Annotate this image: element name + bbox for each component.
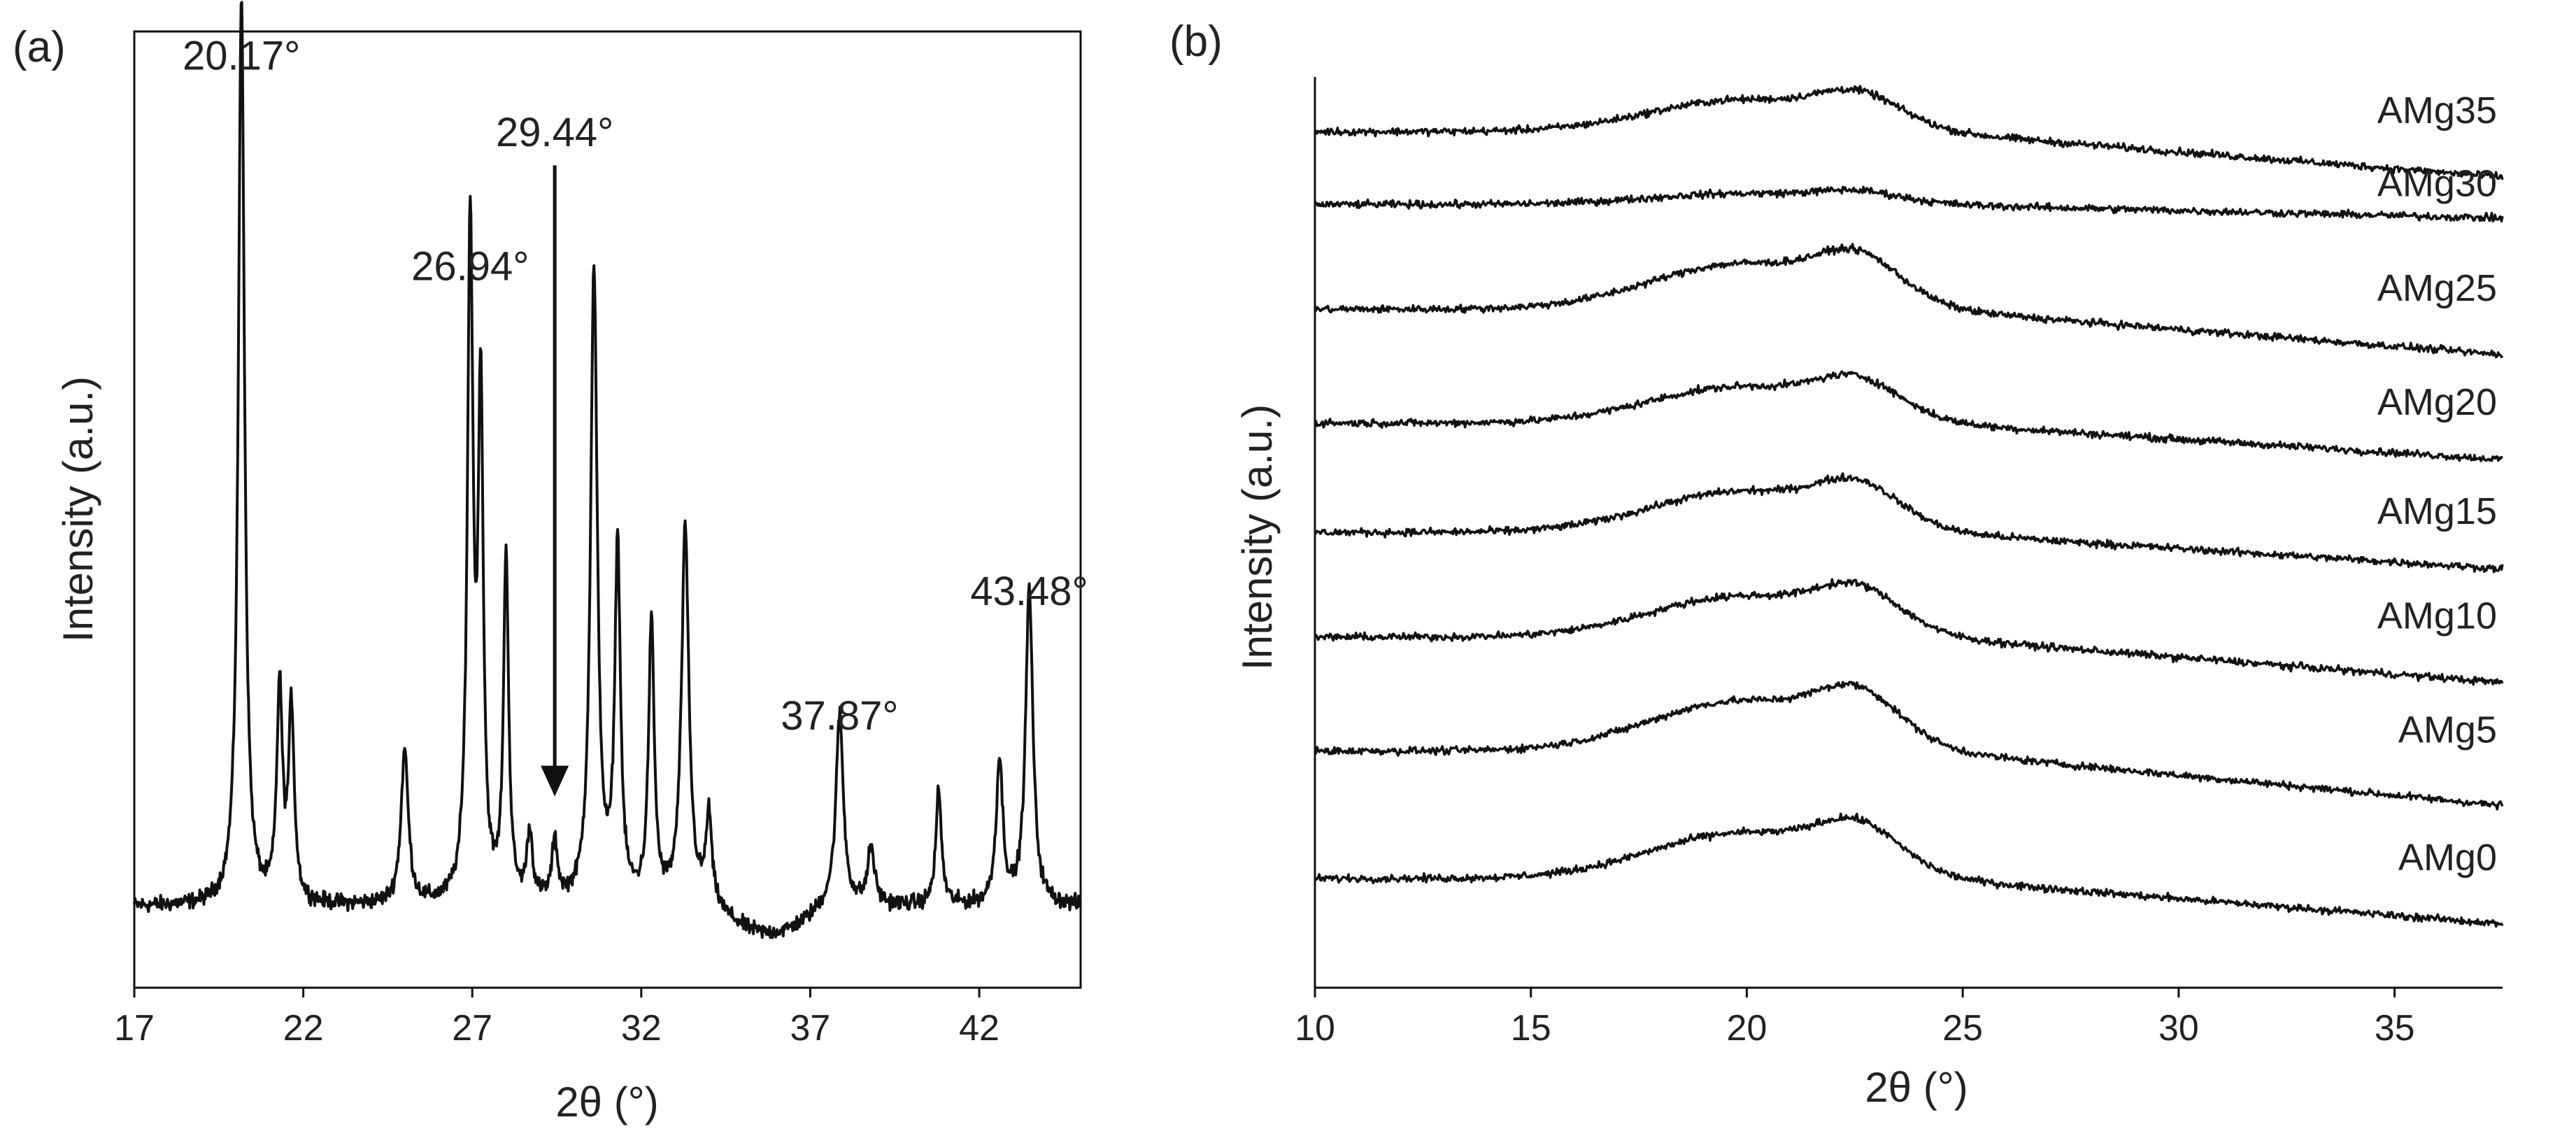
- panel-a-annotations: 20.17° 26.94° 29.44° 37.87° 43.48°: [183, 34, 1088, 797]
- panel-a-plot-area: [133, 1, 1082, 939]
- panel-b-x-tick-label: 15: [1511, 1008, 1551, 1049]
- panel-a-x-tick-label: 17: [114, 1008, 155, 1049]
- panel-a-peak-annotation: 29.44°: [496, 110, 613, 155]
- panel-a-x-tick-label: 42: [959, 1008, 999, 1049]
- panel-b-x-label: 2θ (°): [1865, 1064, 1967, 1111]
- panel-a-x-axis: 17 22 27 32 37 42: [114, 988, 999, 1049]
- panel-a-x-label: 2θ (°): [555, 1079, 658, 1126]
- panel-b-x-tick-label: 30: [2158, 1008, 2199, 1049]
- panel-b-x-tick-label: 10: [1295, 1008, 1335, 1049]
- panel-a-x-tick-label: 27: [452, 1008, 492, 1049]
- panel-b-label-amg30: AMg30: [2377, 162, 2497, 204]
- panel-b-curve-amg0: [1314, 812, 2504, 928]
- panel-b-curve-amg30: [1314, 185, 2504, 223]
- panel-a-frame: [133, 30, 1082, 989]
- panel-a-peak-annotation: 43.48°: [970, 569, 1088, 614]
- panel-a-peak-annotation: 26.94°: [411, 243, 529, 289]
- panel-b-label-amg20: AMg20: [2377, 381, 2497, 423]
- panel-b-label-amg35: AMg35: [2377, 90, 2497, 132]
- panel-a-peak-annotation: 37.87°: [781, 693, 898, 739]
- panel-b-label-amg5: AMg5: [2398, 709, 2497, 751]
- panel-b-y-label: Intensity (a.u.): [1234, 404, 1281, 670]
- panel-b-x-axis: 10 15 20 25 30 35: [1295, 988, 2415, 1049]
- panel-b-x-tick-label: 35: [2375, 1008, 2415, 1049]
- panel-a-peak-annotation: 20.17°: [183, 34, 300, 79]
- panel-a-arrow-head: [541, 765, 569, 797]
- panel-b-curve-amg35: [1314, 85, 2504, 180]
- panel-b-curve-labels: AMg35 AMg30 AMg25 AMg20 AMg15 AMg10 AMg5 AMg0: [2377, 90, 2497, 879]
- panel-b-x-tick-label: 20: [1727, 1008, 1767, 1049]
- panel-b-label-amg15: AMg15: [2377, 490, 2497, 532]
- panel-b-curve-amg25: [1314, 243, 2504, 359]
- panel-b-label: (b): [1169, 17, 1223, 66]
- panel-b-label-amg0: AMg0: [2398, 837, 2497, 879]
- panel-b-label-amg10: AMg10: [2377, 595, 2497, 637]
- panel-b-curve-amg5: [1314, 681, 2504, 811]
- panel-b: (b) 10 15 20 25 30 35 2θ (°) Intensity (a.u.)…: [1169, 17, 2504, 1111]
- panel-a-x-tick-label: 37: [790, 1008, 831, 1049]
- panel-b-curve-amg15: [1314, 472, 2504, 574]
- panel-b-plot-area: [1314, 85, 2504, 928]
- panel-b-label-amg25: AMg25: [2377, 267, 2497, 309]
- panel-b-x-tick-label: 25: [1942, 1008, 1983, 1049]
- panel-a: (a) 17 22 27 32 37 42 2θ (°) Intensity (a.u.)…: [13, 1, 1088, 1126]
- panel-b-curve-amg10: [1314, 578, 2504, 686]
- panel-b-curve-amg20: [1314, 370, 2504, 462]
- panel-a-x-tick-label: 22: [283, 1008, 324, 1049]
- panel-a-label: (a): [13, 23, 66, 71]
- panel-a-x-tick-label: 32: [621, 1008, 662, 1049]
- panel-a-y-label: Intensity (a.u.): [55, 376, 101, 642]
- panel-a-xrd-curve: [133, 1, 1082, 939]
